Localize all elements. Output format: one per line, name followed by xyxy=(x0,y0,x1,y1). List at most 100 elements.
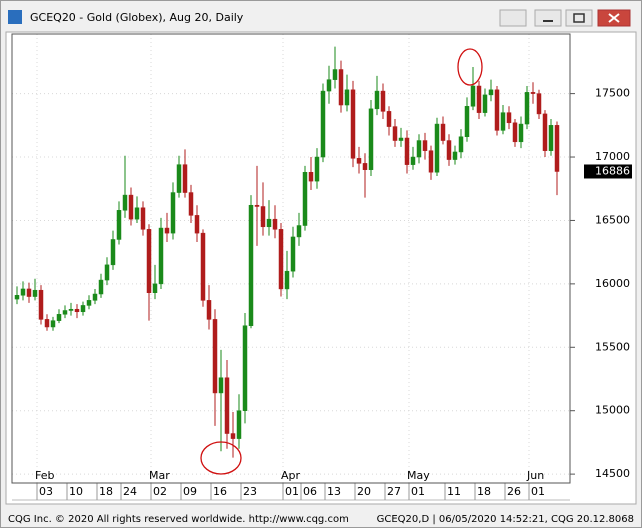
candle-body xyxy=(446,140,452,160)
candle-body xyxy=(356,158,362,164)
candle-body xyxy=(20,288,26,296)
candle-body xyxy=(242,325,248,411)
candle-body xyxy=(488,89,494,96)
candle-body xyxy=(104,264,110,281)
minimize-button[interactable] xyxy=(534,9,562,27)
app-icon xyxy=(8,10,22,24)
candle-body xyxy=(536,93,542,115)
highlight-circle xyxy=(200,441,242,475)
candle-body xyxy=(434,123,440,173)
x-tick-label: 27 xyxy=(387,485,401,498)
last-price-label: 16886 xyxy=(595,164,630,177)
candle-body xyxy=(50,320,56,328)
month-label: Jun xyxy=(526,469,544,482)
candle-body xyxy=(368,108,374,170)
maximize-icon xyxy=(573,13,585,23)
candle-body xyxy=(308,172,314,182)
candle-body xyxy=(44,319,50,328)
maximize-button[interactable] xyxy=(565,9,593,27)
y-tick-label: 17500 xyxy=(595,87,630,100)
candle-body xyxy=(146,229,152,293)
candle-body xyxy=(26,288,32,297)
candle-body xyxy=(248,204,254,326)
candle-body xyxy=(542,113,548,151)
candle-body xyxy=(134,207,140,220)
candle-body xyxy=(410,156,416,165)
candle-body xyxy=(158,227,164,285)
x-tick-label: 01 xyxy=(285,485,299,498)
candle-body xyxy=(284,270,290,290)
candle-body xyxy=(290,236,296,272)
candle-body xyxy=(494,89,500,131)
candle-body xyxy=(338,69,344,106)
candle-body xyxy=(332,69,338,80)
candle-body xyxy=(188,192,194,216)
candle-body xyxy=(218,377,224,394)
candle-body xyxy=(326,79,332,92)
month-label: Mar xyxy=(149,469,170,482)
y-tick-label: 16000 xyxy=(595,277,630,290)
link-button[interactable] xyxy=(499,9,527,27)
candle-body xyxy=(140,207,146,230)
candle-body xyxy=(398,137,404,141)
candle-body xyxy=(272,218,278,230)
x-tick-label: 16 xyxy=(213,485,227,498)
candle-body xyxy=(212,319,218,394)
candle-body xyxy=(350,89,356,159)
candle-body xyxy=(512,122,518,143)
candle-body xyxy=(296,225,302,238)
x-tick-label: 01 xyxy=(531,485,545,498)
candle-body xyxy=(380,90,386,112)
candle-body xyxy=(422,140,428,151)
x-tick-label: 01 xyxy=(411,485,425,498)
candle-body xyxy=(260,206,266,228)
candle-body xyxy=(392,126,398,141)
candle-body xyxy=(524,92,530,125)
y-tick-label: 17000 xyxy=(595,150,630,163)
candle-body xyxy=(470,85,476,107)
candle-body xyxy=(56,314,62,321)
candle-body xyxy=(314,156,320,182)
candle-body xyxy=(68,308,74,311)
candle-body xyxy=(254,204,260,207)
candle-body xyxy=(320,90,326,158)
status-right: GCEQ20,D | 06/05/2020 14:52:21, CQG 20.1… xyxy=(377,514,634,525)
window-title: GCEQ20 - Gold (Globex), Aug 20, Daily xyxy=(30,11,244,24)
candle-body xyxy=(224,377,230,434)
candle-body xyxy=(386,111,392,127)
candle-body xyxy=(14,295,20,300)
candle-body xyxy=(500,112,506,131)
candle-body xyxy=(194,215,200,234)
plot-frame xyxy=(11,33,571,484)
candle-body xyxy=(236,410,242,439)
y-tick-label: 16500 xyxy=(595,213,630,226)
candle-body xyxy=(32,289,38,297)
status-left: CQG Inc. © 2020 All rights reserved worl… xyxy=(8,514,349,525)
month-label: Apr xyxy=(281,469,301,482)
x-tick-label: 23 xyxy=(243,485,257,498)
candle-body xyxy=(302,172,308,226)
candle-body xyxy=(404,137,410,165)
candle-body xyxy=(38,289,44,320)
candle-body xyxy=(452,151,458,160)
candle-body xyxy=(98,279,104,295)
y-tick-label: 14500 xyxy=(595,467,630,480)
candle-body xyxy=(152,283,158,293)
candle-body xyxy=(530,92,536,94)
candle-body xyxy=(458,136,464,153)
candle-body xyxy=(476,85,482,113)
candle-body xyxy=(266,218,272,228)
candle-body xyxy=(122,194,128,211)
month-label: Feb xyxy=(35,469,54,482)
month-label: May xyxy=(407,469,430,482)
candle-body xyxy=(344,89,350,106)
candle-body xyxy=(518,123,524,143)
x-tick-label: 11 xyxy=(447,485,461,498)
plot: 14500 15000 15500 16000 16500 17000 17500 03 Feb… xyxy=(12,34,632,501)
candle-body xyxy=(128,194,134,220)
y-tick-label: 15000 xyxy=(595,404,630,417)
x-tick-label: 02 xyxy=(153,485,167,498)
candle-body xyxy=(428,150,434,173)
candle-body xyxy=(482,94,488,113)
